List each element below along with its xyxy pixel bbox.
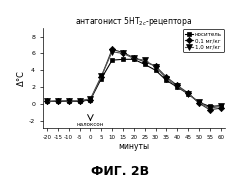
носитель	[78, 100, 81, 103]
0,1 мг/кг	[100, 76, 103, 78]
носитель	[111, 59, 114, 61]
Text: налоксон: налоксон	[77, 122, 104, 127]
носитель	[143, 63, 146, 66]
0,1 мг/кг	[143, 61, 146, 63]
1,0 мг/кг	[208, 107, 211, 109]
0,1 мг/кг	[208, 109, 211, 111]
1,0 мг/кг	[154, 66, 157, 68]
1,0 мг/кг	[187, 93, 190, 95]
носитель	[67, 100, 70, 103]
1,0 мг/кг	[165, 78, 168, 80]
Title: антагонист 5НТ$_{2c}$-рецептора: антагонист 5НТ$_{2c}$-рецептора	[75, 15, 192, 28]
0,1 мг/кг	[67, 100, 70, 102]
1,0 мг/кг	[89, 98, 92, 100]
0,1 мг/кг	[219, 107, 222, 109]
носитель	[154, 69, 157, 71]
0,1 мг/кг	[176, 84, 179, 87]
0,1 мг/кг	[132, 57, 135, 59]
0,1 мг/кг	[56, 100, 59, 103]
0,1 мг/кг	[154, 65, 157, 67]
0,1 мг/кг	[46, 100, 48, 103]
Line: 0,1 мг/кг: 0,1 мг/кг	[45, 47, 223, 112]
носитель	[89, 99, 92, 101]
0,1 мг/кг	[121, 51, 124, 54]
носитель	[132, 58, 135, 60]
0,1 мг/кг	[89, 99, 92, 101]
Legend: носитель, 0,1 мг/кг, 1,0 мг/кг: носитель, 0,1 мг/кг, 1,0 мг/кг	[183, 29, 224, 52]
1,0 мг/кг	[176, 85, 179, 87]
носитель	[208, 105, 211, 108]
0,1 мг/кг	[78, 100, 81, 103]
Line: носитель: носитель	[45, 57, 223, 109]
1,0 мг/кг	[56, 100, 59, 102]
1,0 мг/кг	[132, 57, 135, 60]
0,1 мг/кг	[165, 76, 168, 78]
1,0 мг/кг	[46, 100, 48, 103]
Text: ФИГ. 2В: ФИГ. 2В	[91, 165, 149, 178]
носитель	[198, 101, 200, 103]
1,0 мг/кг	[100, 75, 103, 77]
носитель	[219, 104, 222, 107]
носитель	[46, 100, 48, 103]
1,0 мг/кг	[198, 101, 200, 103]
0,1 мг/кг	[187, 92, 190, 94]
0,1 мг/кг	[111, 48, 114, 50]
1,0 мг/кг	[111, 51, 114, 53]
1,0 мг/кг	[143, 59, 146, 61]
Y-axis label: $\Delta$°C: $\Delta$°C	[15, 69, 26, 87]
1,0 мг/кг	[121, 52, 124, 54]
1,0 мг/кг	[67, 100, 70, 103]
1,0 мг/кг	[78, 100, 81, 102]
носитель	[100, 78, 103, 80]
носитель	[165, 79, 168, 81]
X-axis label: минуты: минуты	[118, 142, 149, 151]
носитель	[187, 93, 190, 95]
0,1 мг/кг	[198, 102, 200, 104]
Line: 1,0 мг/кг: 1,0 мг/кг	[44, 49, 223, 111]
носитель	[56, 100, 59, 103]
носитель	[176, 86, 179, 88]
1,0 мг/кг	[219, 105, 222, 108]
носитель	[121, 58, 124, 60]
